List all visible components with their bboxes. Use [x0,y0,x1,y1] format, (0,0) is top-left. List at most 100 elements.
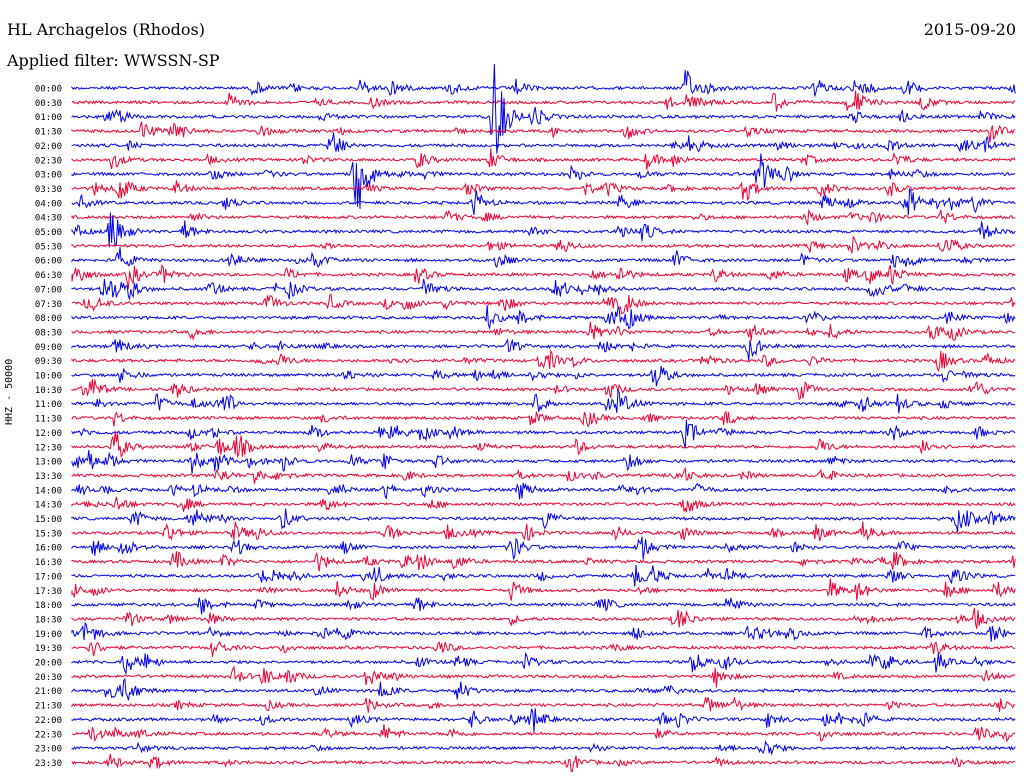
time-label: 09:30 [35,357,62,367]
trace-line [71,180,1016,202]
time-label: 17:30 [35,587,62,597]
trace-line [71,90,1016,112]
time-label: 19:30 [35,644,62,654]
trace-line [71,739,1016,756]
trace-line [71,389,1016,414]
time-label: 15:00 [35,515,62,525]
time-label: 03:30 [35,185,62,195]
trace-line [71,521,1016,542]
trace-line [71,708,1016,733]
station-title: HL Archagelos (Rhodos) [7,20,205,39]
trace-line [71,466,1016,484]
time-label: 02:30 [35,156,62,166]
time-label: 18:30 [35,615,62,625]
trace-line [71,187,1016,216]
trace-line [71,349,1016,373]
time-label: 14:30 [35,501,62,511]
trace-line [71,264,1016,290]
trace-line [71,508,1016,532]
trace-line [71,121,1016,143]
trace-line [71,665,1016,688]
time-label: 07:00 [35,285,62,295]
trace-line [71,419,1016,449]
trace-line [71,378,1016,401]
time-label: 04:00 [35,199,62,209]
time-label: 03:00 [35,171,62,181]
trace-line [71,482,1016,500]
record-date: 2015-09-20 [923,20,1016,39]
time-label: 01:30 [35,128,62,138]
trace-line [71,696,1016,713]
trace-line [71,365,1016,387]
time-label: 05:00 [35,228,62,238]
time-label: 07:30 [35,300,62,310]
time-label: 22:00 [35,716,62,726]
trace-line [71,551,1016,572]
trace-line [71,597,1016,615]
trace-line [71,723,1016,743]
time-label: 21:00 [35,687,62,697]
trace-line [71,753,1016,773]
trace-line [71,235,1016,254]
trace-line [71,450,1016,474]
time-label: 18:00 [35,601,62,611]
trace-line [71,430,1016,459]
time-label: 10:00 [35,372,62,382]
time-label: 20:00 [35,659,62,669]
time-label: 11:00 [35,400,62,410]
time-label: 02:00 [35,142,62,152]
trace-line [71,305,1016,330]
time-label: 00:00 [35,85,62,95]
time-label: 06:00 [35,257,62,267]
time-label: 15:30 [35,529,62,539]
time-label: 00:30 [35,99,62,109]
time-label: 17:00 [35,572,62,582]
trace-line [71,69,1016,97]
time-label: 05:30 [35,242,62,252]
trace-line [71,293,1016,315]
time-label: 01:00 [35,113,62,123]
time-label: 22:30 [35,730,62,740]
trace-line [71,321,1016,341]
time-label: 09:00 [35,343,62,353]
trace-line [71,621,1016,642]
time-label: 10:30 [35,386,62,396]
filter-label: Applied filter: WWSSN-SP [7,51,220,70]
time-label: 06:30 [35,271,62,281]
trace-line [71,212,1016,248]
trace-line [71,132,1016,153]
time-label: 08:30 [35,328,62,338]
trace-line [71,578,1016,602]
time-label: 19:00 [35,630,62,640]
trace-line [71,564,1016,587]
time-label: 12:30 [35,443,62,453]
time-label: 16:00 [35,544,62,554]
time-label: 13:30 [35,472,62,482]
trace-line [71,278,1016,301]
time-label: 16:30 [35,558,62,568]
trace-line [71,153,1016,209]
trace-line [71,607,1016,629]
time-label: 11:30 [35,415,62,425]
time-label: 08:00 [35,314,62,324]
trace-line [71,640,1016,658]
trace-line [71,148,1016,171]
trace-line [71,496,1016,513]
trace-line [71,410,1016,428]
time-label: 20:30 [35,673,62,683]
trace-line [71,209,1016,227]
trace-line [71,677,1016,701]
time-label: 21:30 [35,702,62,712]
time-label: 12:00 [35,429,62,439]
time-label: 13:00 [35,458,62,468]
trace-line [71,64,1016,154]
time-label: 04:30 [35,214,62,224]
time-label: 23:30 [35,759,62,769]
trace-line [71,536,1016,560]
time-label: 23:00 [35,745,62,755]
time-label: 14:00 [35,486,62,496]
trace-line [71,246,1016,269]
trace-line [71,338,1016,361]
trace-line [71,651,1016,676]
